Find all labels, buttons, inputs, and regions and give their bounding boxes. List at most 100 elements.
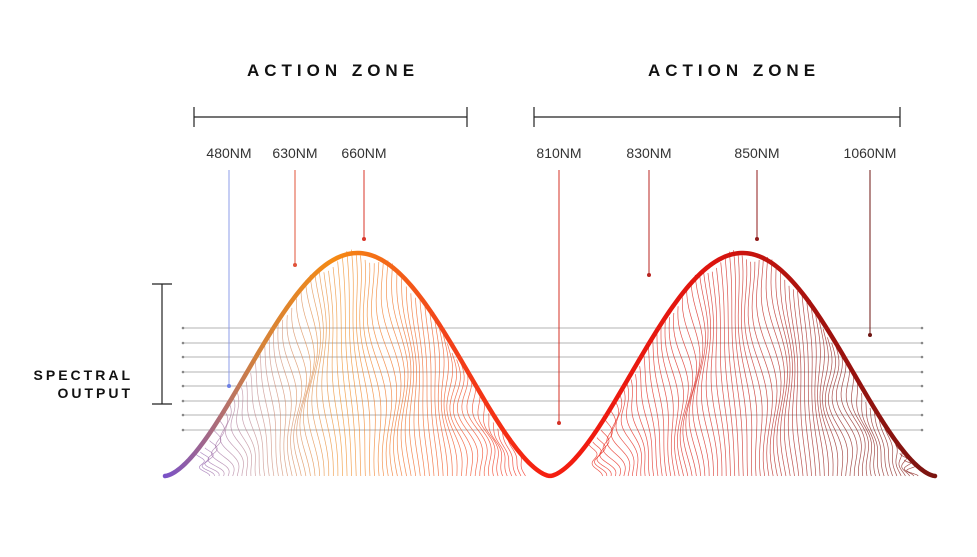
guide-line-end-dot bbox=[920, 355, 924, 359]
wave-strand bbox=[814, 308, 829, 477]
wave-strand bbox=[630, 379, 646, 477]
wave-strand bbox=[668, 317, 684, 477]
pointer-810 bbox=[557, 170, 561, 425]
guide-line-end-dot bbox=[920, 370, 924, 374]
wave-strand bbox=[433, 312, 449, 477]
wave-strand bbox=[610, 399, 631, 477]
wave-strand bbox=[856, 382, 873, 477]
wave-strand bbox=[615, 391, 635, 477]
wave-strand bbox=[437, 321, 453, 477]
wave-strand bbox=[461, 367, 484, 477]
wave-strand bbox=[788, 285, 804, 477]
wave-strand bbox=[635, 374, 650, 477]
wave-strand bbox=[733, 250, 748, 477]
wave-strand bbox=[728, 251, 744, 477]
wave-strands bbox=[195, 249, 919, 477]
pointer-1060 bbox=[868, 170, 872, 337]
wave-strand bbox=[452, 359, 473, 477]
wave-strand bbox=[318, 272, 334, 476]
wave-strand bbox=[492, 422, 508, 477]
spectral-envelope-curve bbox=[162, 250, 938, 479]
wavelength-label-660: 660NM bbox=[341, 145, 386, 161]
wave-strand bbox=[314, 272, 330, 477]
wave-strand bbox=[286, 315, 303, 477]
wave-strand bbox=[797, 290, 812, 477]
guide-line-end-dot bbox=[181, 326, 185, 330]
pointer-480 bbox=[227, 170, 231, 388]
wave-strand bbox=[792, 289, 808, 477]
wave-strand bbox=[488, 413, 503, 477]
wave-strand bbox=[268, 331, 284, 477]
guide-line-end-dot bbox=[181, 370, 185, 374]
wave-strand bbox=[410, 293, 426, 477]
wave-strand bbox=[596, 437, 612, 477]
spectral-output-label-line1: SPECTRAL bbox=[34, 367, 133, 383]
wave-strand bbox=[332, 267, 348, 477]
wave-strand bbox=[359, 255, 376, 477]
wave-strand bbox=[677, 306, 694, 477]
wave-strand bbox=[200, 451, 215, 477]
wave-strand bbox=[296, 298, 312, 477]
wave-strand bbox=[835, 349, 858, 477]
wave-strand bbox=[703, 272, 719, 477]
guide-line-end-dot bbox=[920, 384, 924, 388]
wave-strand bbox=[328, 270, 343, 477]
wave-strand bbox=[195, 453, 211, 477]
wave-strand bbox=[620, 386, 639, 477]
wavelength-label-630: 630NM bbox=[272, 145, 317, 161]
wave-strand bbox=[756, 259, 778, 477]
wave-strand bbox=[878, 414, 893, 477]
wavelength-label-1060: 1060NM bbox=[844, 145, 897, 161]
wave-strand bbox=[355, 251, 371, 477]
guide-line-end-dot bbox=[920, 341, 924, 345]
wave-strand bbox=[300, 288, 316, 477]
guide-line-end-dot bbox=[920, 428, 924, 432]
wave-strand bbox=[291, 307, 307, 477]
wave-strand bbox=[861, 393, 876, 477]
wave-strand bbox=[592, 441, 608, 477]
wave-strand bbox=[264, 339, 279, 477]
wave-strand bbox=[337, 261, 352, 477]
wave-strand bbox=[873, 411, 889, 477]
wave-strand bbox=[346, 250, 362, 477]
guide-line-end-dot bbox=[181, 384, 185, 388]
wave-strand bbox=[639, 366, 655, 477]
wave-strand bbox=[694, 274, 710, 477]
wave-strand bbox=[690, 279, 706, 477]
wave-strand bbox=[824, 337, 844, 477]
wave-strand bbox=[497, 428, 513, 477]
guide-line-end-dot bbox=[920, 326, 924, 330]
pointer-630 bbox=[293, 170, 297, 267]
wave-strand bbox=[828, 342, 849, 477]
wave-strand bbox=[386, 260, 406, 477]
wave-strand bbox=[230, 395, 249, 477]
wave-strand bbox=[903, 459, 919, 477]
wave-strand bbox=[483, 402, 499, 477]
wave-strand bbox=[428, 305, 444, 477]
wave-strand bbox=[502, 432, 517, 477]
wave-strand bbox=[840, 353, 862, 477]
guide-line-end-dot bbox=[920, 413, 924, 417]
action-zone-title-left: ACTION ZONE bbox=[247, 61, 419, 80]
wave-strand bbox=[831, 346, 853, 477]
wave-strand bbox=[699, 272, 714, 477]
wave-strand bbox=[415, 297, 430, 477]
wave-strand bbox=[471, 380, 492, 477]
action-zone-bracket-right bbox=[533, 107, 901, 127]
wave-strand bbox=[647, 344, 663, 477]
wave-strand bbox=[281, 319, 298, 477]
wave-strand bbox=[784, 279, 800, 477]
guide-line-end-dot bbox=[920, 399, 924, 403]
wave-strand bbox=[405, 286, 421, 477]
wave-strand bbox=[775, 264, 791, 477]
wave-strand bbox=[599, 430, 617, 477]
wave-strand bbox=[446, 343, 463, 477]
wave-strand bbox=[865, 401, 881, 477]
wave-strand bbox=[707, 272, 723, 477]
wave-strand bbox=[740, 255, 758, 477]
action-zone-title-right: ACTION ZONE bbox=[648, 61, 820, 80]
wavelength-pointers bbox=[227, 170, 872, 425]
wave-strand bbox=[686, 288, 701, 477]
